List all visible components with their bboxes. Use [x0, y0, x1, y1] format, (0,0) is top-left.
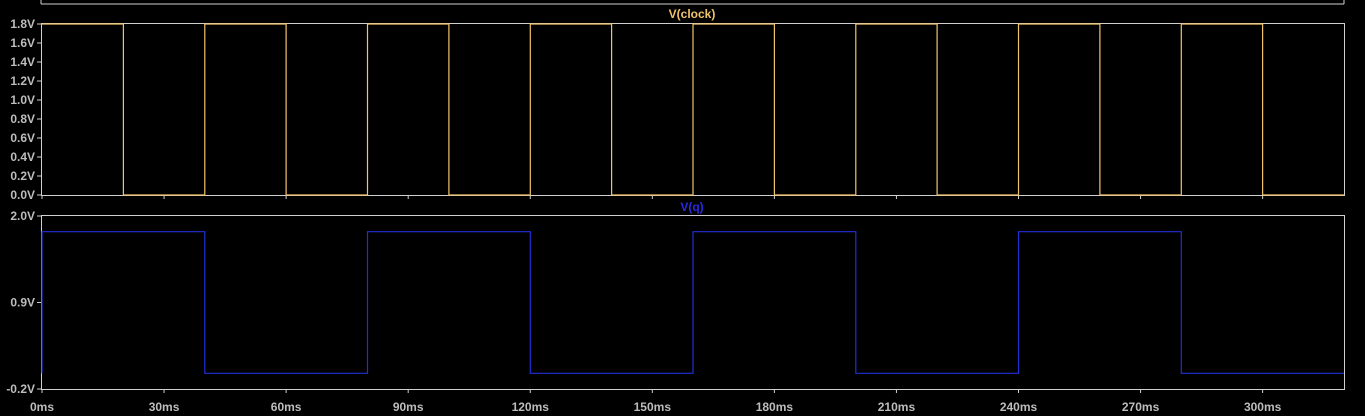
clock-y-axis: 0.0V 0.2V 0.4V 0.6V 0.8V 1.0V 1.2V 1.4V 1.6V 1.8V: [10, 17, 42, 202]
clock-y-tick-label: 1.4V: [10, 55, 35, 69]
x-tick-label: 210ms: [878, 400, 916, 414]
q-y-tick-label: 0.9V: [10, 296, 35, 310]
q-x-axis: 0ms 30ms 60ms 90ms 120ms 150ms 180ms 210ms 240ms…: [30, 389, 1282, 414]
x-tick-label: 90ms: [393, 400, 424, 414]
clock-y-tick-label: 0.6V: [10, 131, 35, 145]
q-trace[interactable]: [41, 231, 1344, 374]
x-tick-label: 150ms: [634, 400, 672, 414]
x-tick-label: 0ms: [30, 400, 54, 414]
x-tick-label: 120ms: [512, 400, 550, 414]
x-tick-label: 30ms: [149, 400, 180, 414]
clock-y-tick-label: 0.4V: [10, 150, 35, 164]
clock-x-ticks: [41, 195, 1264, 199]
clock-y-tick-label: 1.6V: [10, 36, 35, 50]
x-tick-label: 300ms: [1244, 400, 1282, 414]
clock-y-tick-label: 0.0V: [10, 188, 35, 202]
q-trace-title[interactable]: V(q): [680, 200, 703, 214]
q-y-tick-label: -0.2V: [6, 382, 35, 396]
x-tick-label: 180ms: [756, 400, 794, 414]
clock-trace[interactable]: [42, 23, 1344, 196]
clock-y-tick-label: 1.2V: [10, 74, 35, 88]
q-y-axis: -0.2V 0.9V 2.0V: [6, 209, 42, 396]
x-tick-label: 240ms: [1000, 400, 1038, 414]
clock-y-tick-label: 0.2V: [10, 169, 35, 183]
x-tick-label: 60ms: [271, 400, 302, 414]
clock-y-tick-label: 1.0V: [10, 93, 35, 107]
clock-trace-title[interactable]: V(clock): [669, 7, 716, 21]
x-tick-label: 270ms: [1122, 400, 1160, 414]
q-pane[interactable]: V(q) -0.2V 0.9V 2.0V 0ms 30ms 60ms 90ms 120ms 1…: [6, 200, 1345, 414]
q-y-tick-label: 2.0V: [10, 209, 35, 223]
clock-y-tick-label: 0.8V: [10, 112, 35, 126]
clock-y-tick-label: 1.8V: [10, 17, 35, 31]
clock-pane[interactable]: V(clock) 0.0V 0.2V 0.4V 0.6V 0.8V 1.0V 1.2V 1.4…: [10, 7, 1345, 202]
